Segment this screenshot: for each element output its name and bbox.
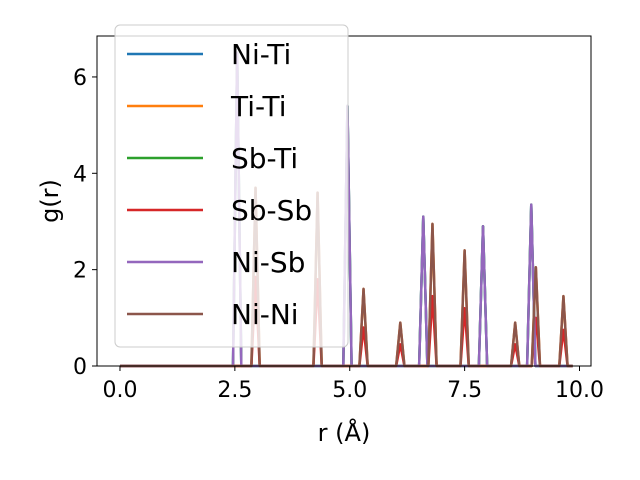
y-tick-label: 0 [73,355,87,380]
y-tick-label: 4 [73,162,87,187]
legend-entry: Sb-Sb [231,194,312,227]
x-axis: 0.0 2.5 5.0 7.5 10.0 [102,366,604,403]
legend-entry: Ni-Ni [231,298,299,331]
x-tick-label: 5.0 [332,378,367,403]
legend-entry: Ti-Ti [230,90,287,123]
y-axis: 0 2 4 6 [73,66,97,380]
x-tick-label: 0.0 [102,378,137,403]
y-tick-label: 6 [73,66,87,91]
x-tick-label: 7.5 [447,378,482,403]
x-axis-label: r (Å) [318,418,371,447]
y-axis-label: g(r) [36,179,64,223]
x-tick-label: 10.0 [555,378,604,403]
legend-entry: Ni-Ti [231,38,291,71]
legend-entry: Sb-Ti [231,142,298,175]
x-tick-label: 2.5 [217,378,252,403]
legend: Ni-Ti Ti-Ti Sb-Ti Sb-Sb Ni-Sb Ni-Ni [114,24,349,348]
legend-entry: Ni-Sb [231,246,305,279]
y-tick-label: 2 [73,259,87,284]
